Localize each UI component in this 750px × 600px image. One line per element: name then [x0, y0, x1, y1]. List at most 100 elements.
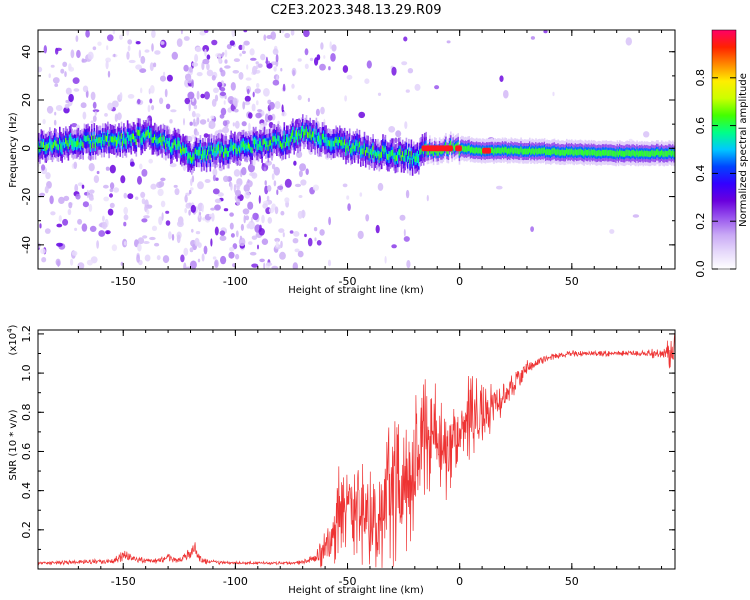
spectrogram-speck: [388, 126, 396, 133]
spectrogram-speck: [203, 245, 208, 255]
spectrogram-speck: [238, 72, 244, 80]
spectrogram-speck: [375, 224, 380, 234]
colorbar: 0.0 0.2 0.4 0.6 0.8 Normalized spectral ampl…: [694, 29, 749, 278]
spectrogram-speck: [269, 101, 275, 110]
spectrogram-speck: [137, 243, 142, 252]
spectrogram-ridge-cell: [250, 146, 252, 153]
spectrogram-ridge-cell: [562, 149, 564, 156]
spectrogram-speck: [65, 87, 72, 95]
spectrogram-speck: [273, 166, 280, 176]
spectrogram-ridge-cell: [179, 147, 182, 153]
spectrogram-speck: [377, 182, 384, 191]
spectrogram-ridge-cell: [320, 139, 323, 146]
spectrogram-ridge-cell: [52, 142, 55, 148]
spectrogram-ridge-cell: [47, 142, 50, 149]
spectrogram-ridge-cell: [110, 136, 113, 143]
spectrogram-speck: [77, 218, 83, 225]
spectrogram-speck: [263, 262, 266, 269]
spectrogram-ridge-cell: [570, 148, 573, 155]
spectrogram-speck: [329, 41, 332, 50]
spectrogram-speck: [156, 255, 161, 261]
spectrogram-ridge-cell: [46, 143, 49, 150]
spectrogram-ridge-cell: [263, 138, 266, 145]
spectrogram-speck: [219, 114, 225, 119]
spectrogram-speck: [207, 118, 210, 123]
spectrogram-speck: [206, 54, 211, 60]
spectrogram-ridge-cell: [457, 142, 459, 149]
spectrogram-ridge-cell: [406, 156, 409, 162]
spectrogram-ridge-cell: [177, 140, 179, 147]
spectrogram-ridge-cell: [168, 140, 171, 147]
spectrogram-speck: [391, 244, 397, 249]
spectrogram-speck: [292, 69, 296, 77]
spectrogram-speck: [236, 185, 240, 191]
spectrogram-ridge-cell: [283, 133, 286, 140]
spectrogram-speck: [112, 30, 116, 35]
spectrogram-ridge-cell: [410, 151, 413, 157]
spectrogram-ridge-cell: [614, 150, 616, 157]
spectrogram-axes: -150 -100 -50 0 50 -40 -20 0 20 40: [20, 30, 675, 288]
spectrogram-speck: [219, 67, 223, 73]
colorbar-ticks: 0.0 0.2 0.4 0.6 0.8: [694, 69, 736, 278]
spectrogram-speck: [282, 83, 286, 92]
spectrogram-ridge-cell: [70, 136, 72, 142]
spectrogram-ridge-cell: [204, 149, 207, 155]
x-tick-label: 50: [565, 575, 579, 588]
spectrogram-ridge-cell: [398, 149, 400, 156]
spectrogram-ridge-cell: [395, 155, 398, 161]
spectrogram-speck: [89, 225, 97, 232]
spectrogram-ridge-cell: [50, 142, 52, 149]
spectrogram-ridge-cell: [348, 140, 351, 146]
spectrogram-speck: [199, 212, 202, 216]
spectrogram-ridge-cell: [521, 148, 524, 155]
spectrogram-speck: [184, 97, 191, 105]
spectrogram-speck: [229, 222, 234, 230]
snr-panel: -150 -100 -50 0 50 0.2 0.4 0.6 0.8 1.0 1.2 Height …: [6, 324, 676, 596]
spectrogram-ridge-cell: [490, 147, 493, 153]
spectrogram-speck: [271, 265, 279, 269]
spectrogram-ridge-cell: [288, 140, 290, 147]
spectrogram-speck: [149, 98, 153, 104]
spectrogram-ridge-cell: [599, 150, 601, 156]
spectrogram-ridge-cell: [600, 150, 603, 157]
spectrogram-ridge-cell: [303, 131, 305, 138]
spectrogram-speck: [68, 202, 73, 209]
spectrogram-speck: [357, 230, 364, 240]
spectrogram-speck: [73, 88, 80, 92]
spectrogram-ridge-cell: [545, 149, 547, 156]
spectrogram-ridge-cell: [430, 148, 432, 155]
spectrogram-speck: [141, 198, 146, 205]
spectrogram-speck: [261, 238, 269, 245]
spectrogram-ridge-cell: [388, 154, 390, 160]
spectrogram-ridge-cell: [569, 149, 572, 156]
spectrogram-ridge-cell: [86, 135, 88, 142]
spectrogram-ridge-cell: [411, 158, 414, 165]
spectrogram-speck: [266, 195, 270, 201]
spectrogram-speck: [170, 109, 177, 113]
spectrogram-ridge-cell: [554, 149, 557, 156]
spectrogram-ridge-cell: [376, 152, 378, 158]
spectrogram-ridge-cell: [527, 148, 530, 155]
spectrogram-ridge-cell: [246, 144, 249, 151]
spectrogram-speck: [211, 75, 216, 81]
spectrogram-ridge-cell: [239, 147, 241, 154]
spectrogram-speck: [106, 45, 109, 51]
spectrogram-speck: [394, 137, 398, 144]
spectrogram-speck: [82, 111, 87, 120]
spectrogram-speck: [319, 229, 325, 236]
spectrogram-speck: [258, 195, 261, 204]
spectrogram-ridge-cell: [327, 139, 330, 146]
spectrogram-ridge-cell: [315, 129, 318, 136]
spectrogram-speck: [284, 32, 291, 39]
spectrogram-speck: [113, 53, 116, 58]
spectrogram-speck: [163, 71, 166, 77]
spectrogram-speck: [89, 189, 95, 194]
spectrogram-speck: [364, 78, 370, 84]
spectrogram-ridge-cell: [462, 145, 464, 152]
spectrogram-speck: [151, 105, 155, 111]
colorbar-gradient: [711, 29, 737, 270]
spectrogram-speck: [82, 85, 89, 93]
spectrogram-speck: [405, 89, 410, 93]
spectrogram-ridge-cell: [161, 140, 163, 147]
spectrogram-speck: [127, 94, 135, 99]
